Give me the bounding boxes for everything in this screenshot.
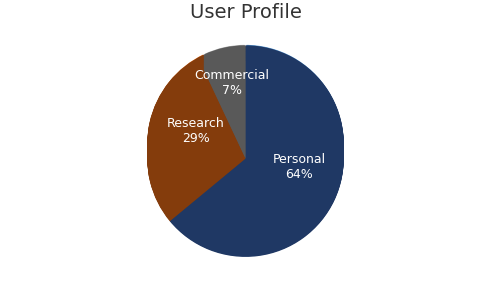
Wedge shape [147, 61, 246, 212]
Wedge shape [147, 58, 246, 210]
Wedge shape [170, 60, 344, 257]
Wedge shape [170, 45, 344, 241]
Wedge shape [170, 48, 344, 244]
Wedge shape [147, 56, 246, 208]
Wedge shape [147, 67, 246, 219]
Wedge shape [170, 51, 344, 248]
Wedge shape [147, 55, 246, 206]
Wedge shape [170, 52, 344, 249]
Wedge shape [204, 45, 246, 144]
Wedge shape [204, 56, 246, 155]
Wedge shape [170, 46, 344, 243]
Wedge shape [147, 59, 246, 211]
Wedge shape [170, 53, 344, 250]
Wedge shape [170, 60, 344, 256]
Wedge shape [204, 49, 246, 148]
Wedge shape [170, 55, 344, 252]
Wedge shape [204, 45, 246, 143]
Wedge shape [204, 57, 246, 155]
Wedge shape [204, 59, 246, 157]
Wedge shape [204, 46, 246, 145]
Wedge shape [147, 62, 246, 214]
Wedge shape [204, 54, 246, 152]
Wedge shape [204, 53, 246, 152]
Wedge shape [147, 70, 246, 221]
Wedge shape [204, 60, 246, 158]
Wedge shape [147, 53, 246, 205]
Wedge shape [147, 63, 246, 215]
Wedge shape [170, 59, 344, 256]
Wedge shape [170, 54, 344, 250]
Wedge shape [204, 47, 246, 146]
Wedge shape [147, 68, 246, 219]
Wedge shape [170, 47, 344, 244]
Wedge shape [170, 52, 344, 248]
Wedge shape [204, 50, 246, 148]
Wedge shape [170, 58, 344, 255]
Wedge shape [147, 57, 246, 209]
Wedge shape [204, 46, 246, 144]
Wedge shape [147, 60, 246, 211]
Wedge shape [147, 68, 246, 220]
Wedge shape [147, 66, 246, 218]
Wedge shape [204, 51, 246, 149]
Wedge shape [147, 58, 246, 209]
Wedge shape [147, 57, 246, 208]
Wedge shape [147, 65, 246, 217]
Wedge shape [170, 45, 344, 242]
Wedge shape [170, 49, 344, 246]
Wedge shape [170, 46, 344, 242]
Wedge shape [170, 44, 344, 241]
Text: Research
29%: Research 29% [167, 117, 224, 145]
Wedge shape [204, 58, 246, 156]
Wedge shape [147, 67, 246, 218]
Wedge shape [204, 55, 246, 153]
Wedge shape [170, 49, 344, 245]
Text: Commercial
7%: Commercial 7% [195, 69, 270, 97]
Wedge shape [204, 48, 246, 146]
Wedge shape [170, 58, 344, 254]
Title: User Profile: User Profile [190, 3, 301, 22]
Wedge shape [170, 57, 344, 254]
Wedge shape [204, 52, 246, 151]
Wedge shape [204, 55, 246, 153]
Wedge shape [147, 62, 246, 213]
Wedge shape [147, 54, 246, 206]
Wedge shape [147, 64, 246, 216]
Wedge shape [204, 51, 246, 149]
Wedge shape [147, 64, 246, 215]
Wedge shape [204, 44, 246, 142]
Wedge shape [204, 56, 246, 154]
Wedge shape [147, 55, 246, 207]
Wedge shape [170, 56, 344, 253]
Text: Personal
64%: Personal 64% [273, 153, 326, 182]
Wedge shape [170, 51, 344, 247]
Wedge shape [170, 55, 344, 251]
Wedge shape [204, 52, 246, 150]
Wedge shape [147, 61, 246, 213]
Wedge shape [204, 58, 246, 157]
Wedge shape [170, 50, 344, 246]
Wedge shape [204, 49, 246, 147]
Wedge shape [170, 56, 344, 252]
Wedge shape [204, 60, 246, 159]
Wedge shape [147, 69, 246, 220]
